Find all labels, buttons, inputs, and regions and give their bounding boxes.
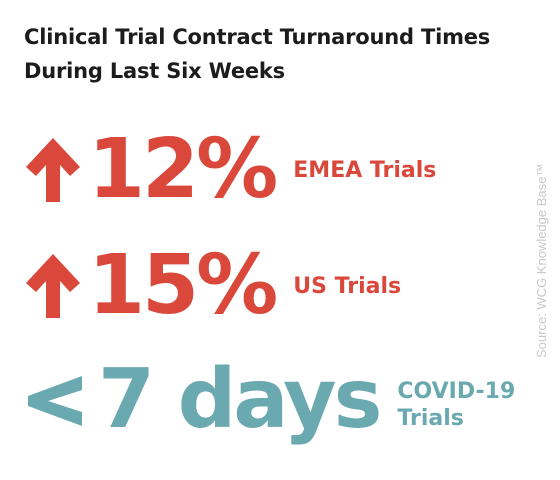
stat-value-emea: 12%	[88, 122, 278, 217]
stat-value-us: 15%	[88, 238, 278, 333]
arrow-up-icon	[26, 138, 80, 202]
stat-label-covid: COVID-19 Trials	[397, 379, 516, 431]
stat-us: 15% US Trials	[22, 244, 401, 328]
source-note: Source: WCG Knowledge Base™	[534, 163, 549, 358]
infographic-title: Clinical Trial Contract Turnaround Times…	[24, 25, 491, 83]
stat-label-emea: EMEA Trials	[293, 157, 437, 183]
stat-label-us: US Trials	[293, 273, 402, 299]
less-than-icon	[28, 376, 82, 426]
stat-emea: 12% EMEA Trials	[22, 128, 436, 212]
stat-covid: 7 days COVID-19 Trials	[22, 358, 537, 442]
stat-value-covid: 7 days	[98, 352, 382, 447]
arrow-up-icon	[26, 254, 80, 318]
